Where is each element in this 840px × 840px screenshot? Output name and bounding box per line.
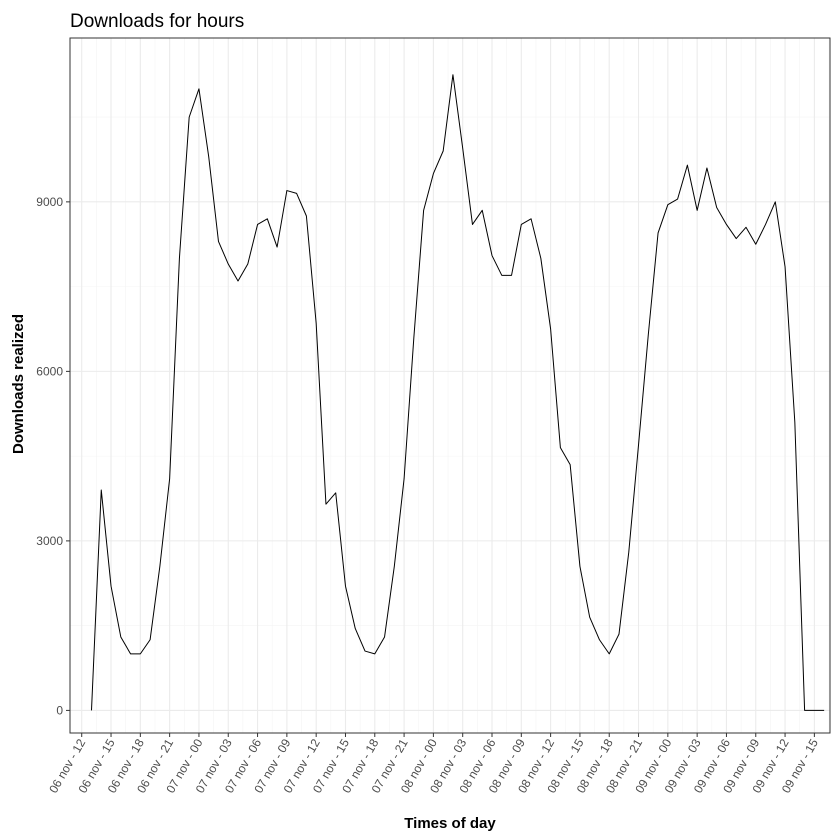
y-axis-ticks: 0 3000 6000 9000 [36, 195, 70, 717]
minor-gridlines-y [70, 116, 830, 626]
x-axis-title: Times of day [404, 815, 496, 832]
y-tick-label: 6000 [36, 364, 63, 378]
minor-gridlines-x [96, 38, 830, 733]
y-axis-title: Downloads realized [10, 314, 27, 454]
major-gridlines-x [81, 38, 815, 733]
chart-title: Downloads for hours [70, 11, 244, 32]
plot-panel-border [69, 37, 831, 734]
y-tick-label: 9000 [36, 195, 63, 209]
downloads-series-line [90, 74, 825, 711]
y-tick-label: 3000 [36, 534, 63, 548]
y-tick-label: 0 [56, 703, 63, 717]
major-gridlines-y [70, 201, 830, 711]
